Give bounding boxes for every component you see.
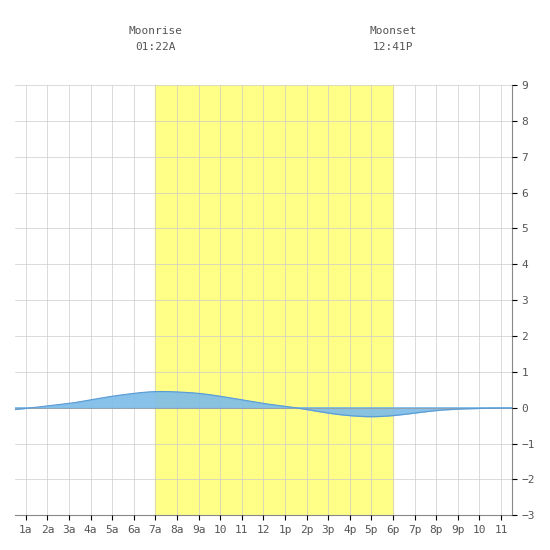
Bar (156, 85, 393, 515)
Text: Moonset: Moonset (370, 26, 416, 36)
Text: 01:22A: 01:22A (135, 42, 175, 52)
Text: Moonrise: Moonrise (128, 26, 183, 36)
Text: 12:41P: 12:41P (373, 42, 413, 52)
